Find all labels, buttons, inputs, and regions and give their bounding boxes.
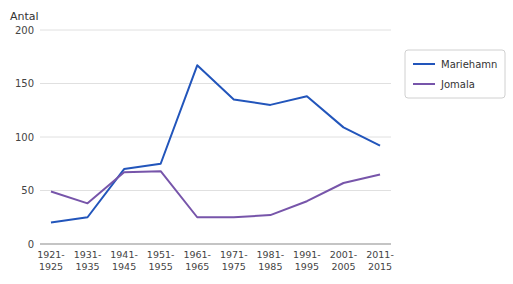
y-tick-label: 200 [15, 25, 34, 36]
y-tick-label: 150 [15, 78, 34, 89]
x-tick-label: 2011-2015 [366, 249, 394, 272]
x-axis-line [40, 244, 391, 245]
y-axis: 0 50 100 150 200 [15, 25, 391, 250]
chart-container: 0501001502001921-19251931-19351941-19451… [0, 0, 513, 284]
grid-line [40, 190, 391, 191]
line [51, 65, 380, 222]
x-tick-label: 1961-1965 [183, 249, 211, 272]
x-tick-label: 1931-1935 [74, 249, 102, 272]
x-tick-label: 1981-1985 [257, 249, 285, 272]
x-tick-label: 1941-1945 [110, 249, 138, 272]
x-tick-label: 1991-1995 [293, 249, 321, 272]
x-axis: 1921-1925 1931-1935 1941-1945 1951-1955 1961… [37, 249, 394, 272]
series-group [51, 65, 380, 222]
x-tick-label: 2001-2005 [330, 249, 358, 272]
chart: 0501001502001921-19251931-19351941-19451… [0, 0, 513, 284]
y-axis-label: Antal [10, 10, 39, 23]
legend-swatch [413, 63, 435, 65]
y-tick-label: 100 [15, 132, 34, 143]
y-tick-label: 50 [21, 185, 34, 196]
line [51, 171, 380, 217]
legend-label: Mariehamn [441, 59, 497, 70]
grid-line [40, 137, 391, 138]
x-tick-label: 1971-1975 [220, 249, 248, 272]
x-tick-label: 1951-1955 [147, 249, 175, 272]
legend-swatch [413, 83, 435, 85]
y-tick-label: 0 [28, 239, 34, 250]
legend-frame [405, 50, 505, 98]
grid-line [40, 30, 391, 31]
legend: Mariehamn Jomala [405, 50, 505, 98]
legend-label: Jomala [440, 79, 475, 90]
grid-line [40, 244, 391, 245]
x-tick-label: 1921-1925 [37, 249, 65, 272]
